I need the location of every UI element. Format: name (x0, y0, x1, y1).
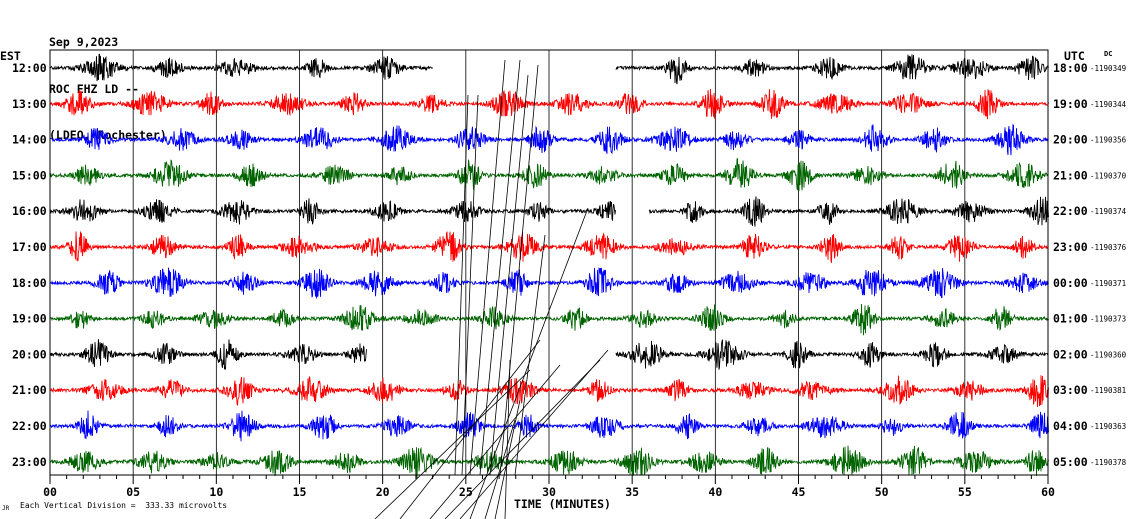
utc-label-0: 18:00 (1053, 61, 1088, 75)
utc-label-7: 01:00 (1053, 312, 1088, 326)
dc-value-3: -1190370 (1090, 171, 1127, 180)
artifact-line-12 (374, 369, 531, 519)
trace-row-0 (49, 53, 1049, 85)
est-label-7: 19:00 (12, 312, 47, 326)
trace-row-11 (49, 445, 1049, 479)
x-tick-label-40: 40 (708, 485, 722, 499)
trace-row-5 (49, 231, 1049, 263)
plot-artifacts (374, 59, 609, 519)
est-label-6: 18:00 (12, 276, 47, 290)
dc-value-5: -1190376 (1090, 243, 1127, 252)
artifact-line-6 (514, 234, 546, 476)
x-tick-label-10: 10 (209, 485, 223, 499)
artifact-line-10 (429, 364, 561, 519)
artifact-line-13 (494, 399, 521, 519)
station-header: Sep 9,2023 ROC EHZ LD -- (LDEO, Rocheste… (49, 4, 167, 159)
x-tick-label-00: 00 (43, 485, 57, 499)
utc-label-8: 02:00 (1053, 347, 1088, 361)
x-tick-label-20: 20 (376, 485, 390, 499)
utc-label-9: 03:00 (1053, 383, 1088, 397)
artifact-line-0 (454, 94, 469, 476)
x-tick-label-25: 25 (459, 485, 473, 499)
dc-value-8: -1190360 (1090, 350, 1127, 359)
trace-row-8 (49, 339, 1049, 370)
utc-label-10: 04:00 (1053, 419, 1088, 433)
dc-value-4: -1190374 (1090, 207, 1127, 216)
utc-label-11: 05:00 (1053, 455, 1088, 469)
trace-row-2 (49, 123, 1049, 156)
record-date: Sep 9,2023 (49, 35, 119, 49)
dc-value-0: -1190349 (1090, 64, 1126, 73)
artifact-line-7 (469, 207, 589, 519)
dc-value-6: -1190371 (1090, 279, 1126, 288)
x-tick-label-45: 45 (792, 485, 806, 499)
est-label-3: 15:00 (12, 168, 47, 182)
est-label-2: 14:00 (12, 133, 47, 147)
est-label-11: 23:00 (12, 455, 47, 469)
est-label-5: 17:00 (12, 240, 47, 254)
artifact-line-3 (479, 59, 521, 476)
trace-row-4 (49, 196, 1049, 227)
x-tick-label-05: 05 (126, 485, 140, 499)
artifact-line-2 (469, 59, 506, 476)
x-tick-label-30: 30 (542, 485, 556, 499)
artifact-line-14 (484, 419, 516, 519)
artifact-line-5 (499, 64, 539, 476)
scale-note: Each Vertical Division = 333.33 microvol… (20, 501, 227, 510)
artifact-line-11 (399, 339, 541, 519)
x-tick-labels: 00 05 10 15 20 25 30 35 40 45 50 55 60 (43, 485, 1055, 499)
utc-label-3: 21:00 (1053, 168, 1088, 182)
utc-label-5: 23:00 (1053, 240, 1088, 254)
x-tick-label-50: 50 (875, 485, 889, 499)
utc-label-4: 22:00 (1053, 204, 1088, 218)
est-label-1: 13:00 (12, 97, 47, 111)
est-axis-label: EST (0, 49, 21, 63)
dc-value-10: -1190363 (1090, 422, 1126, 431)
utc-label-1: 19:00 (1053, 97, 1088, 111)
est-label-4: 16:00 (12, 204, 47, 218)
x-ticks (49, 475, 1049, 484)
x-tick-label-15: 15 (293, 485, 307, 499)
trace-row-9 (49, 375, 1049, 408)
dc-value-2: -1190356 (1090, 136, 1127, 145)
est-label-0: 12:00 (12, 61, 47, 75)
trace-row-7 (49, 303, 1049, 336)
dc-value-7: -1190373 (1090, 315, 1126, 324)
dc-value-9: -1190381 (1090, 386, 1126, 395)
trace-row-6 (49, 267, 1049, 299)
x-axis-title: TIME (MINUTES) (514, 497, 611, 511)
artifact-line-1 (461, 94, 479, 476)
artifact-line-4 (489, 74, 529, 476)
est-label-10: 22:00 (12, 419, 47, 433)
traces (49, 53, 1049, 479)
dc-value-11: -1190378 (1090, 458, 1127, 467)
utc-label-6: 00:00 (1053, 276, 1088, 290)
x-tick-label-60: 60 (1041, 485, 1055, 499)
dc-label: DC (1104, 50, 1112, 58)
corner-mark: JR (2, 505, 10, 512)
x-tick-label-55: 55 (958, 485, 972, 499)
artifact-line-8 (459, 349, 609, 519)
artifact-line-9 (444, 359, 601, 519)
artifact-line-15 (504, 359, 511, 519)
trace-row-3 (49, 157, 1049, 192)
trace-row-10 (49, 410, 1049, 442)
x-tick-label-35: 35 (625, 485, 639, 499)
trace-row-1 (49, 88, 1049, 120)
est-label-8: 20:00 (12, 347, 47, 361)
utc-label-2: 20:00 (1053, 133, 1088, 147)
dc-value-1: -1190344 (1090, 100, 1127, 109)
utc-axis-label: UTC (1064, 49, 1085, 63)
est-label-9: 21:00 (12, 383, 47, 397)
gridlines (49, 50, 1049, 475)
